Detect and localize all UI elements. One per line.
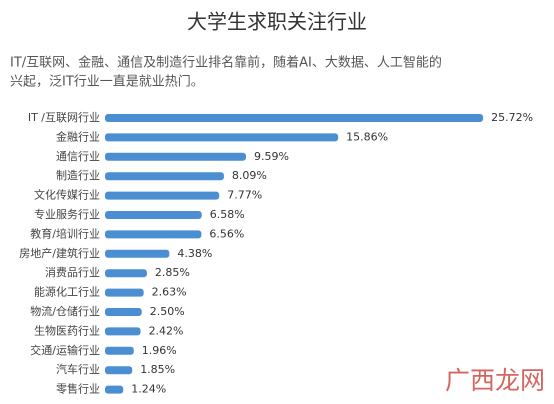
category-label: 汽车行业 <box>56 362 100 376</box>
value-label: 1.85% <box>140 363 175 376</box>
value-label: 2.42% <box>149 324 184 337</box>
value-label: 7.77% <box>227 189 262 202</box>
category-label: 通信行业 <box>56 150 100 163</box>
watermark: 广西龙网 <box>445 366 545 395</box>
category-label: 能源化工行业 <box>34 285 100 299</box>
value-label: 2.85% <box>155 266 190 279</box>
category-label: 消费品行业 <box>45 265 100 279</box>
category-label: 文化传媒行业 <box>34 188 100 202</box>
bar <box>105 346 134 355</box>
value-label: 1.24% <box>131 383 166 396</box>
value-label: 6.56% <box>209 227 244 240</box>
value-label: 8.09% <box>232 169 267 182</box>
bar <box>105 385 124 394</box>
bar <box>105 288 144 297</box>
category-label: IT /互联网行业 <box>28 111 100 124</box>
category-label: 零售行业 <box>56 382 100 396</box>
category-label: 物流/仓储行业 <box>30 304 100 318</box>
bar <box>105 366 133 375</box>
bar <box>105 327 141 336</box>
value-label: 6.58% <box>210 208 245 221</box>
category-label: 房地产/建筑行业 <box>19 246 100 260</box>
bar <box>105 191 220 200</box>
bar <box>105 249 170 258</box>
value-label: 1.96% <box>142 344 177 357</box>
bar <box>105 172 224 181</box>
value-label: 4.38% <box>177 247 212 260</box>
category-label: 金融行业 <box>56 129 100 143</box>
value-label: 2.50% <box>150 305 185 318</box>
category-label: 专业服务行业 <box>34 207 100 221</box>
value-label: 25.72% <box>491 111 533 124</box>
value-label: 9.59% <box>254 150 289 163</box>
subtitle: 兴起，泛IT行业一直是就业热门。 <box>10 75 204 90</box>
category-label: 交通/运输行业 <box>30 343 100 357</box>
bar <box>105 269 147 278</box>
bar <box>105 211 202 219</box>
bar <box>105 114 484 122</box>
bar <box>105 230 202 239</box>
value-label: 2.63% <box>152 286 187 299</box>
chart-title: 大学生求职关注行业 <box>187 10 367 34</box>
category-label: 教育/培训行业 <box>30 226 100 240</box>
bar <box>105 308 142 316</box>
category-label: 制造行业 <box>56 168 100 182</box>
category-label: 生物医药行业 <box>34 323 100 337</box>
bar <box>105 133 339 142</box>
value-label: 15.86% <box>346 130 388 143</box>
bar <box>105 152 246 161</box>
subtitle: IT/互联网、金融、通信及制造行业排名靠前，随着AI、大数据、人工智能的 <box>10 55 442 71</box>
